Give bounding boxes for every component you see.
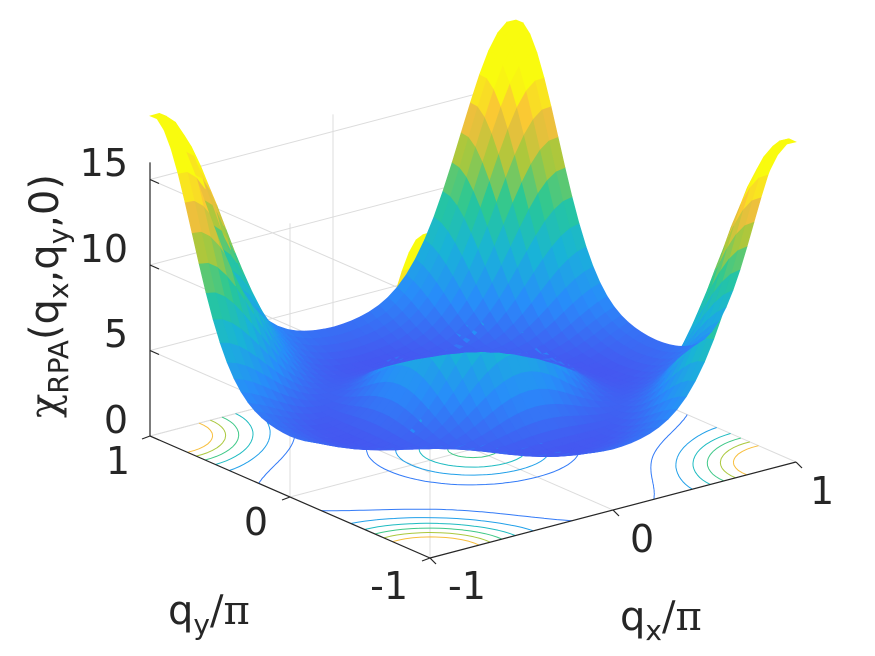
y-tick (421, 557, 431, 562)
z-axis-label-main: χ (22, 394, 68, 418)
y-axis-label-main: q (168, 588, 193, 634)
z-axis-label-mid: ,q (22, 244, 68, 282)
y-tick-label: -1 (370, 564, 408, 608)
x-tick (612, 509, 620, 517)
y-tick-label: 1 (106, 439, 130, 483)
x-axis-label-tail: /π (662, 594, 702, 640)
z-tick (149, 264, 160, 270)
x-tick-label: 0 (630, 517, 654, 561)
y-axis-label: qy/π (168, 588, 250, 641)
z-axis-label-sub3: y (42, 228, 75, 245)
surface-patch (149, 112, 168, 120)
y-tick (141, 435, 151, 440)
z-axis-label-sub2: x (42, 282, 75, 299)
x-tick (429, 557, 437, 565)
x-axis-label: qx/π (620, 594, 702, 647)
z-tick (149, 178, 160, 185)
x-tick-label: -1 (448, 564, 486, 608)
y-axis-label-sub: y (193, 608, 210, 641)
x-tick-label: 1 (810, 469, 834, 513)
z-tick-label: 10 (80, 227, 128, 271)
z-tick-label: 0 (104, 398, 128, 442)
y-tick-label: 0 (244, 500, 268, 544)
axes (141, 162, 803, 565)
z-tick (149, 349, 160, 356)
z-axis-label-end: ,0) (22, 174, 68, 228)
z-axis-label-sub: RPA (42, 340, 75, 394)
surface-mesh (149, 19, 797, 458)
z-tick-label: 5 (104, 312, 128, 356)
z-axis-label: χRPA(qx,qy,0) (22, 174, 75, 418)
grid-line (149, 83, 517, 180)
z-tick (149, 435, 160, 441)
x-axis-label-main: q (620, 594, 645, 640)
z-tick-label: 15 (80, 141, 128, 185)
x-tick (795, 461, 803, 469)
x-axis-label-sub: x (645, 614, 662, 647)
y-tick (281, 496, 291, 501)
y-axis-label-tail: /π (210, 588, 250, 634)
z-axis-label-tail: (q (22, 299, 68, 340)
